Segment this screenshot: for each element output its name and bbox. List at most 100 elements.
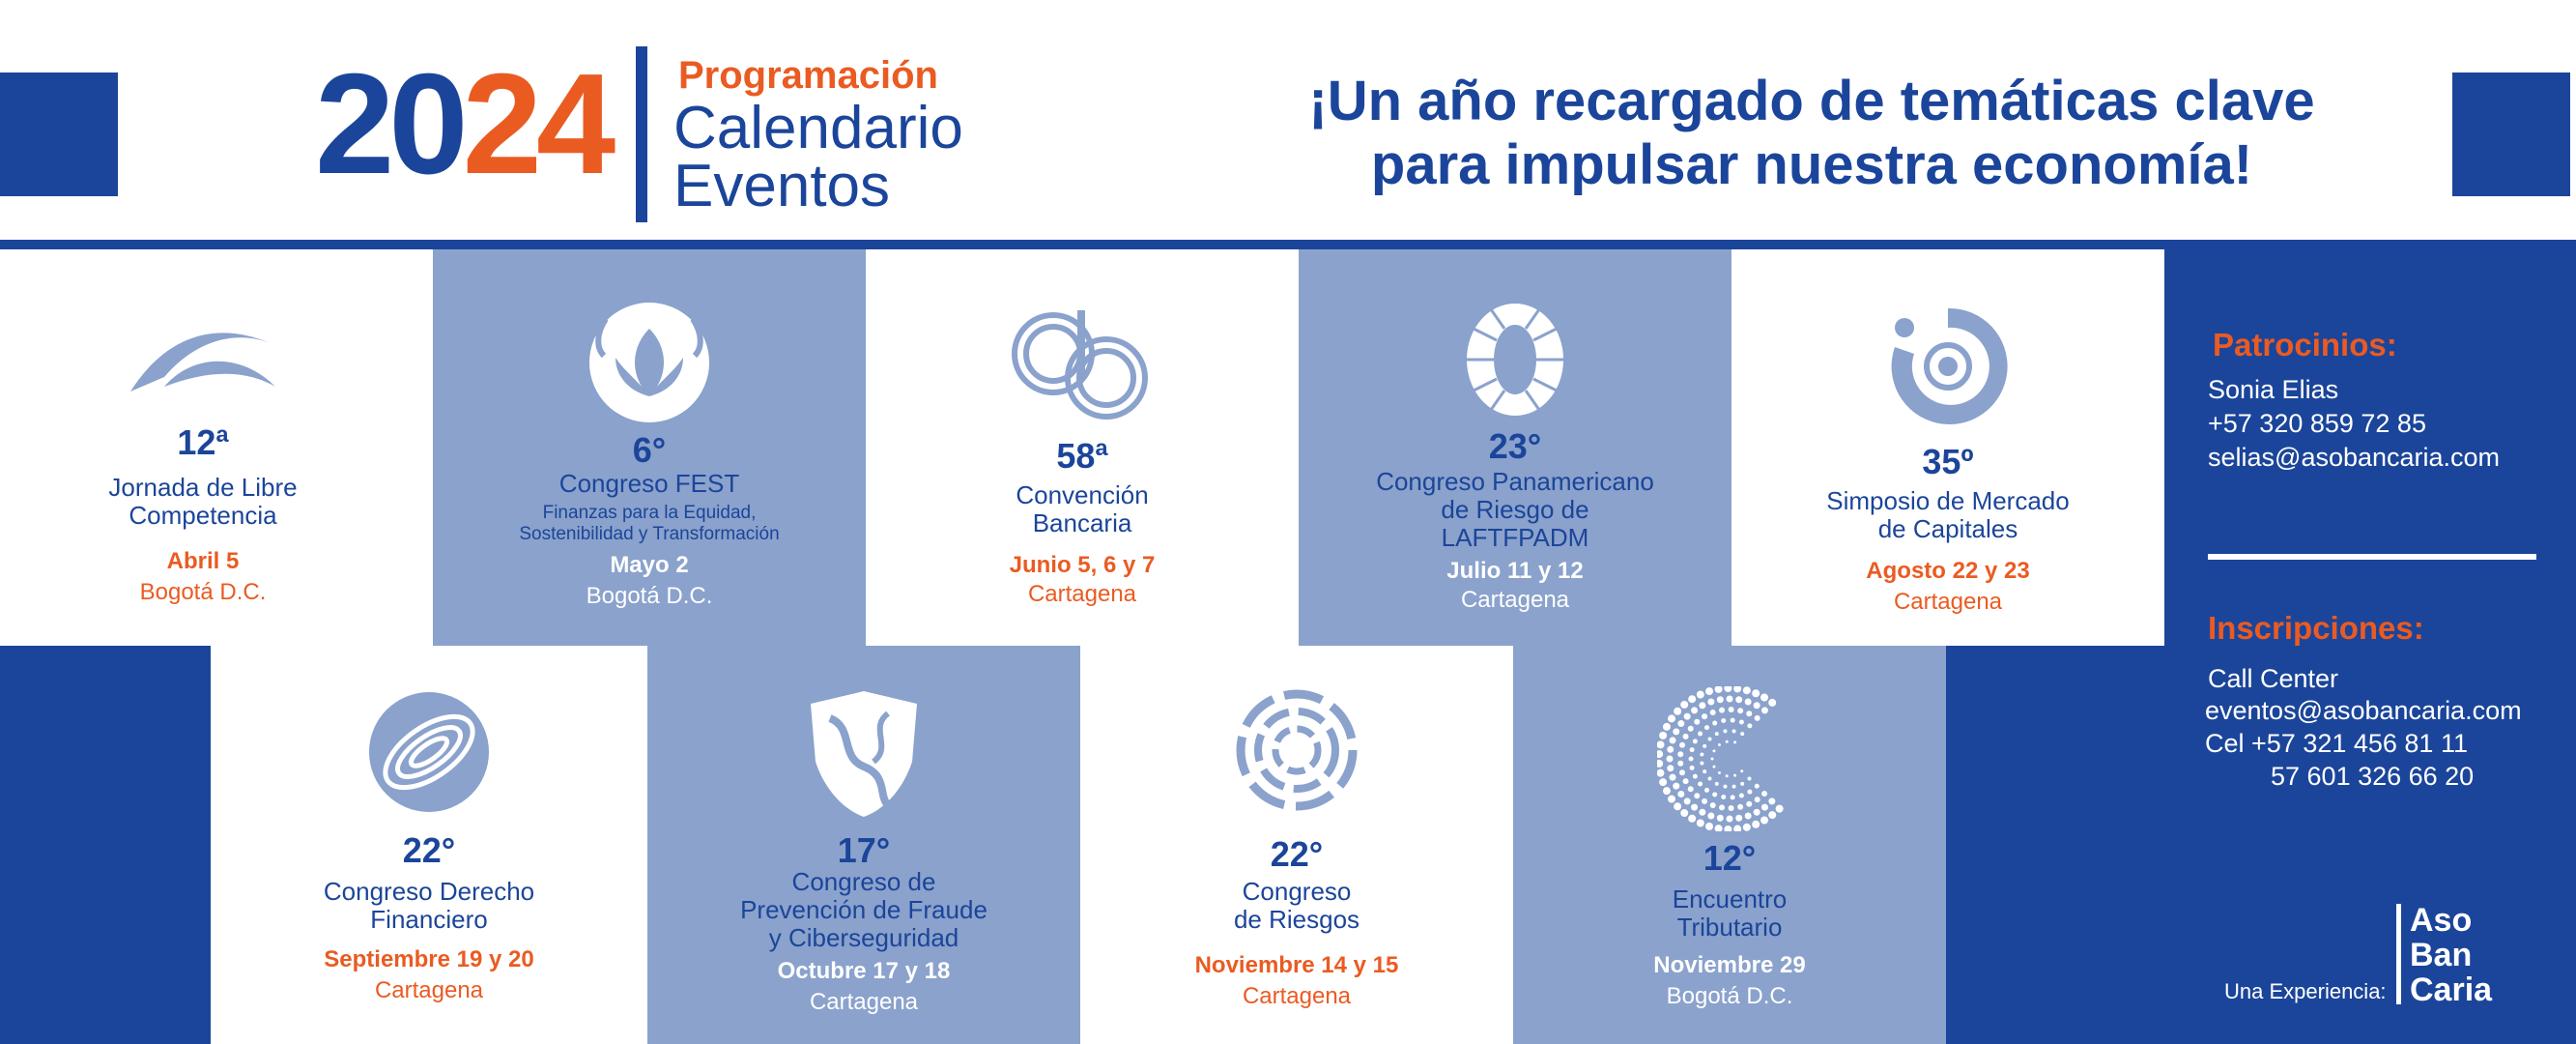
event-name-line: Bancaria: [1032, 508, 1132, 537]
event-city: Cartagena: [1242, 983, 1352, 1009]
target-arcs-icon: [1236, 689, 1358, 811]
logo-line: Aso: [2410, 902, 2473, 939]
event-name-line: Congreso: [1242, 877, 1352, 906]
event-name-line: Congreso de: [791, 867, 936, 896]
wave-icon: [130, 333, 275, 392]
striped-sphere-icon: [1467, 304, 1563, 416]
event-name-line: Prevención de Fraude: [740, 895, 987, 924]
event-city: Cartagena: [1893, 589, 2003, 615]
event-city: Cartagena: [809, 989, 919, 1015]
event-name-line: Congreso Derecho: [323, 877, 535, 906]
event-name: Jornada de Libre Competencia: [0, 474, 406, 530]
header-right-square: [2452, 72, 2570, 196]
event-name-line: LAFTFPADM: [1441, 523, 1589, 552]
asobancaria-logo: Aso Ban Caria: [2396, 904, 2541, 1020]
event-city: Cartagena: [1027, 581, 1137, 607]
event-card-fest: 6° Congreso FEST Finanzas para la Equida…: [433, 249, 866, 646]
event-number: 58ª: [1056, 436, 1108, 476]
event-subtitle-line: Sostenibilidad y Transformación: [519, 524, 780, 544]
event-city: Bogotá D.C.: [139, 579, 267, 605]
experiencia-label: Una Experiencia:: [2224, 979, 2387, 1003]
cel-phone-2[interactable]: 57 601 326 66 20: [2271, 762, 2475, 791]
event-card-panamericano: 23° Congreso Panamericano de Riesgo de L…: [1299, 249, 1732, 646]
tagline: ¡Un año recargado de temáticas clave par…: [1111, 70, 2512, 197]
panel-divider: [2208, 554, 2536, 560]
event-date: Julio 11 y 12: [1446, 558, 1584, 584]
event-date: Junio 5, 6 y 7: [1009, 552, 1156, 578]
header-rule: [0, 240, 2576, 249]
event-date: Abril 5: [166, 548, 240, 574]
event-name: Congreso de Riesgos: [1080, 878, 1513, 934]
event-number: 35º: [1922, 442, 1974, 481]
patrocinios-title: Patrocinios:: [2213, 327, 2397, 362]
calendario-label: Calendario: [673, 95, 963, 161]
event-name-line: Convención: [1016, 480, 1149, 509]
event-subtitle-line: Finanzas para la Equidad,: [542, 503, 757, 523]
event-name-line: Jornada de Libre: [108, 473, 298, 502]
event-card-fraude: 17° Congreso de Prevención de Fraude y C…: [647, 646, 1080, 1044]
inscripciones-title: Inscripciones:: [2208, 610, 2424, 646]
inscripciones-email[interactable]: eventos@asobancaria.com: [2205, 696, 2522, 725]
cel-phone-1[interactable]: Cel +57 321 456 81 11: [2205, 729, 2468, 758]
event-name: Congreso FEST: [558, 469, 740, 498]
year-title: 2024: [315, 53, 615, 196]
event-number: 23°: [1488, 426, 1542, 466]
tagline-line2: para impulsar nuestra economía!: [1370, 133, 2253, 196]
event-number: 22°: [402, 830, 456, 870]
patrocinios-name: Sonia Elias: [2208, 375, 2339, 404]
event-card-derecho-financiero: 22° Congreso Derecho Financiero Septiemb…: [211, 646, 647, 1044]
event-name-line: de Capitales: [1877, 514, 2018, 543]
event-date: Mayo 2: [610, 552, 689, 578]
event-number: 12°: [1703, 838, 1757, 878]
event-name-line: Competencia: [129, 501, 277, 530]
patrocinios-email[interactable]: selias@asobancaria.com: [2208, 443, 2501, 472]
event-name: Congreso Panamericano de Riesgo de LAFTF…: [1299, 468, 1732, 552]
event-city: Cartagena: [1460, 587, 1570, 613]
event-date: Noviembre 29: [1653, 952, 1806, 978]
event-name-line: de Riesgo de: [1441, 495, 1589, 524]
header-left-square: [0, 72, 118, 196]
event-name-line: Financiero: [370, 905, 488, 934]
leaves-hands-icon: [589, 303, 709, 422]
event-card-convencion: 58ª Convención Bancaria Junio 5, 6 y 7 C…: [866, 249, 1299, 646]
event-name-line: Congreso Panamericano: [1376, 467, 1654, 496]
event-subtitle: Finanzas para la Equidad, Sostenibilidad…: [433, 503, 866, 545]
event-name-line: Tributario: [1676, 913, 1783, 942]
event-card-libre-competencia: 12ª Jornada de Libre Competencia Abril 5…: [0, 249, 406, 646]
event-name: Simposio de Mercado de Capitales: [1732, 487, 2164, 543]
eventos-label: Eventos: [673, 153, 891, 219]
programacion-label: Programación: [678, 54, 938, 97]
shield-icon: [811, 691, 917, 817]
event-city: Bogotá D.C.: [586, 583, 713, 609]
event-name-line: de Riesgos: [1233, 905, 1360, 934]
patrocinios-phone[interactable]: +57 320 859 72 85: [2208, 409, 2426, 438]
event-card-riesgos: 22° Congreso de Riesgos Noviembre 14 y 1…: [1080, 646, 1513, 1044]
year-part2: 24: [462, 44, 616, 204]
event-name-line: y Ciberseguridad: [768, 923, 959, 952]
event-card-tributario: 12° Encuentro Tributario Noviembre 29 Bo…: [1513, 646, 1946, 1044]
event-number: 22°: [1270, 834, 1324, 874]
year-part1: 20: [315, 44, 469, 204]
calendar-title: Calendario Eventos: [673, 95, 963, 219]
event-name: Encuentro Tributario: [1513, 885, 1946, 942]
event-name: Congreso Derecho Financiero: [211, 878, 647, 934]
convention-logo-icon: [1012, 310, 1148, 420]
contact-panel: Patrocinios: Sonia Elias +57 320 859 72 …: [2164, 249, 2576, 1044]
event-name: Convención Bancaria: [866, 481, 1299, 537]
event-date: Septiembre 19 y 20: [324, 946, 534, 972]
event-card-simposio: 35º Simposio de Mercado de Capitales Ago…: [1732, 249, 2164, 646]
event-number: 17°: [837, 830, 891, 870]
logo-line: Caria: [2410, 972, 2493, 1008]
logo-line: Ban: [2410, 937, 2473, 973]
capital-markets-icon: [1891, 307, 2008, 424]
event-city: Cartagena: [374, 977, 484, 1003]
header-divider: [636, 46, 647, 222]
event-number: 6°: [632, 430, 667, 470]
event-number: 12ª: [177, 422, 229, 462]
tagline-line1: ¡Un año recargado de temáticas clave: [1308, 70, 2315, 132]
dotted-circle-icon: [1657, 686, 1784, 831]
event-city: Bogotá D.C.: [1666, 983, 1793, 1009]
event-date: Agosto 22 y 23: [1866, 558, 2030, 584]
event-name-line: Encuentro: [1672, 884, 1788, 914]
event-date: Octubre 17 y 18: [777, 958, 951, 984]
